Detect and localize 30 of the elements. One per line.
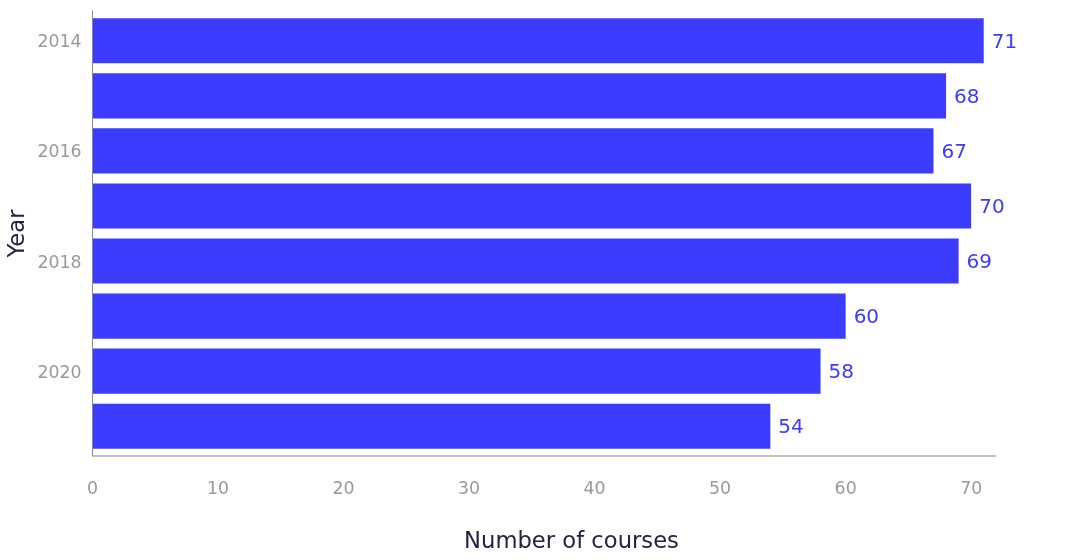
x-tick-label: 10	[207, 477, 230, 498]
data-label: 60	[853, 304, 880, 329]
bar	[92, 403, 771, 449]
y-tick-label: 2014	[37, 31, 82, 52]
y-tick-label: 2018	[37, 251, 82, 272]
x-tick-label: 50	[709, 477, 732, 498]
bar	[92, 293, 846, 339]
bar	[92, 183, 972, 229]
data-label: 70	[979, 193, 1005, 218]
x-tick-label: 40	[583, 477, 606, 498]
data-label: 58	[828, 359, 854, 384]
y-tick-label: 2016	[37, 141, 82, 162]
data-label: 71	[991, 28, 1018, 53]
x-axis-title: Number of courses	[464, 526, 679, 553]
x-tick-label: 30	[458, 477, 481, 498]
data-label: 67	[941, 138, 967, 163]
x-tick-label: 70	[960, 477, 983, 498]
data-label: 54	[778, 414, 804, 439]
x-tick-label: 60	[834, 477, 857, 498]
bar	[92, 73, 947, 119]
y-tick-label: 2020	[37, 361, 82, 382]
bar	[92, 348, 821, 394]
data-label: 69	[966, 249, 993, 274]
bar	[92, 238, 959, 284]
data-label: 68	[954, 83, 980, 108]
x-tick-label: 20	[332, 477, 355, 498]
bar	[92, 18, 984, 64]
y-axis-title: Year	[3, 208, 30, 259]
bar	[92, 128, 934, 174]
x-tick-label: 0	[86, 477, 99, 498]
